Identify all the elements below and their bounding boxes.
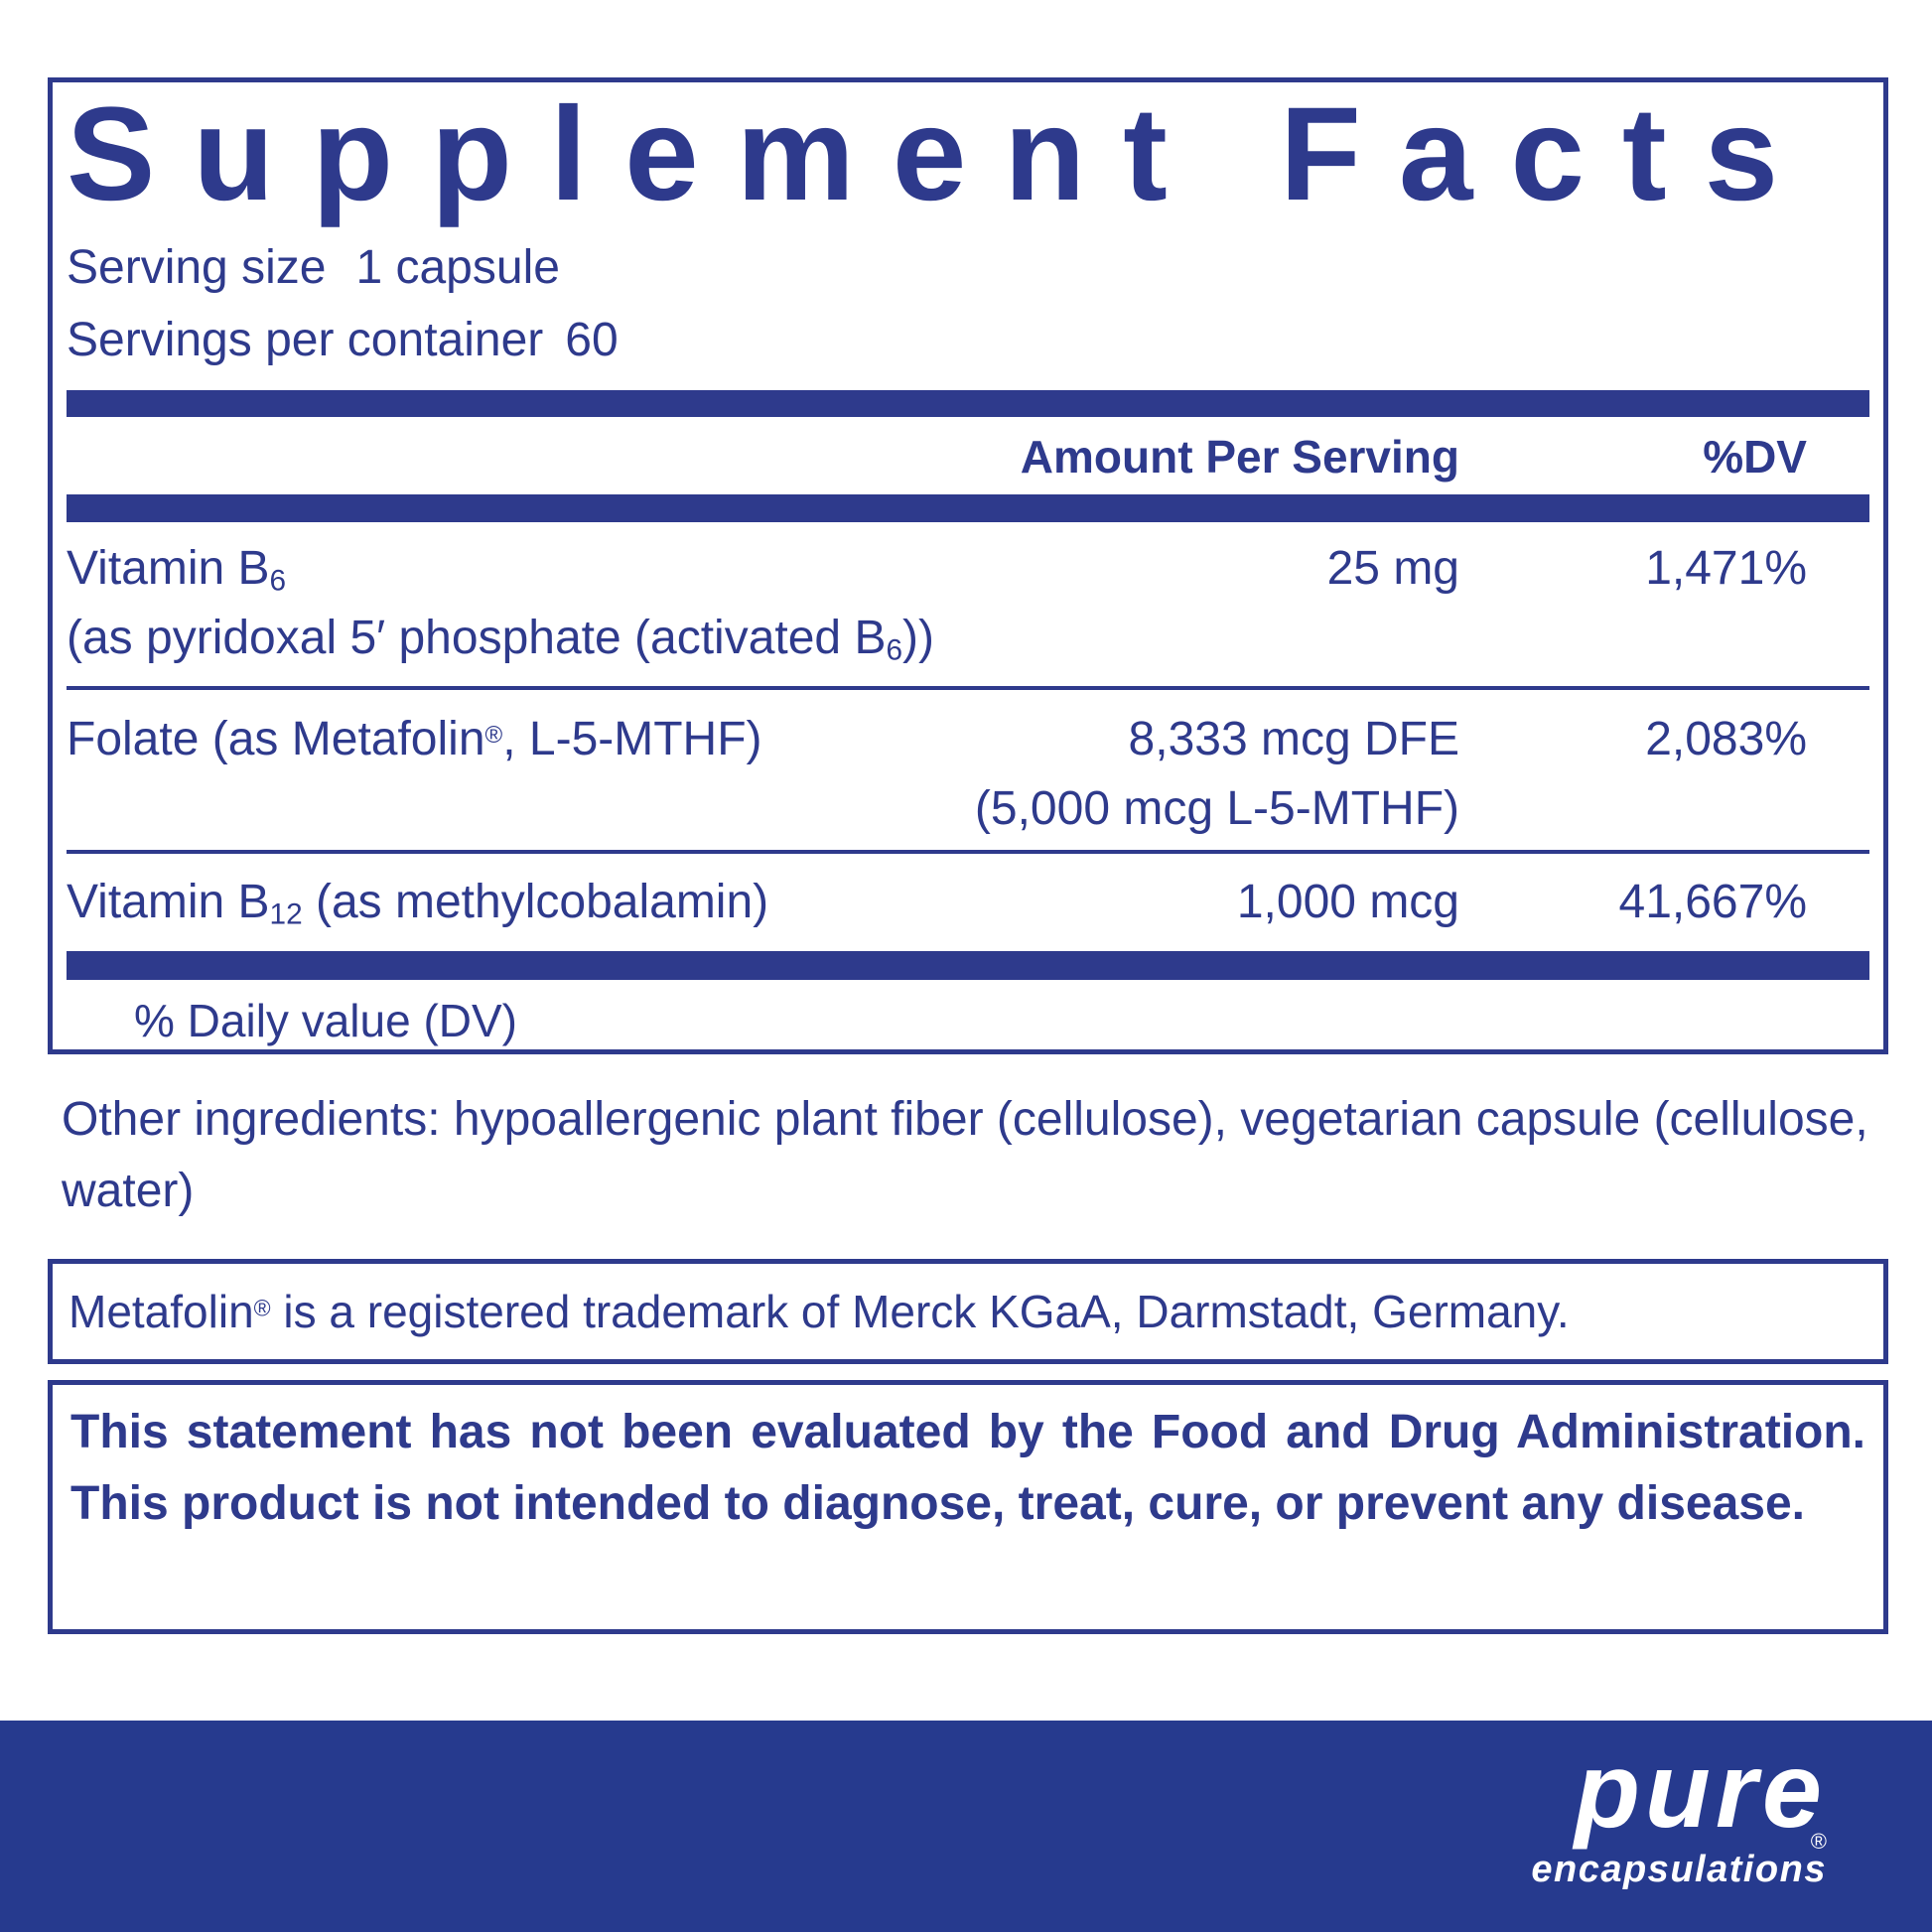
amount-per-serving-header: Amount Per Serving (1020, 431, 1459, 483)
table-header-row: Amount Per Serving %DV (67, 425, 1869, 488)
vitamin-b12-main-line: Vitamin B12 (as methylcobalamin) 1,000 m… (67, 868, 1869, 937)
fda-disclaimer-box: This statement has not been evaluated by… (48, 1380, 1888, 1634)
table-row-folate: Folate (as Metafolin®, L-5-MTHF) 8,333 m… (67, 705, 1869, 844)
divider-bar-bottom (67, 951, 1869, 980)
vitamin-b6-amount: 25 mg (1326, 542, 1459, 595)
folate-name: Folate (as Metafolin®, L-5-MTHF) (67, 713, 762, 765)
trademark-note-box: Metafolin® is a registered trademark of … (48, 1259, 1888, 1364)
serving-size-value: 1 capsule (355, 241, 560, 294)
vitamin-b12-name: Vitamin B12 (as methylcobalamin) (67, 876, 769, 931)
row-separator (67, 850, 1869, 854)
folate-main-line: Folate (as Metafolin®, L-5-MTHF) 8,333 m… (67, 705, 1869, 774)
servings-per-container-value: 60 (565, 314, 619, 366)
trademark-note-text: Metafolin® is a registered trademark of … (69, 1286, 1570, 1337)
supplement-facts-panel: Supplement Facts Serving size 1 capsule S… (48, 77, 1888, 1054)
table-row-vitamin-b12: Vitamin B12 (as methylcobalamin) 1,000 m… (67, 868, 1869, 937)
vitamin-b6-name: Vitamin B6 (67, 542, 287, 598)
logo-brand-name: pure (1574, 1729, 1827, 1850)
divider-bar-top (67, 390, 1869, 417)
folate-dv: 2,083% (1645, 713, 1807, 765)
servings-per-container-line: Servings per container 60 (67, 304, 1869, 376)
spacer (67, 937, 1869, 951)
table-row-vitamin-b6: Vitamin B6 25 mg 1,471% (as pyridoxal 5′… (67, 534, 1869, 673)
daily-value-footnote: % Daily value (DV) (134, 995, 517, 1046)
folate-amount-detail: (5,000 mcg L-5-MTHF) (974, 782, 1459, 835)
brand-band: pure ® encapsulations (0, 1721, 1932, 1932)
logo-brand-subname: encapsulations (1531, 1849, 1827, 1890)
dv-header: %DV (1703, 431, 1807, 483)
pure-encapsulations-logo: pure ® encapsulations (1531, 1729, 1827, 1890)
folate-amount: 8,333 mcg DFE (1128, 713, 1459, 765)
divider-bar-header (67, 494, 1869, 522)
vitamin-b6-dv: 1,471% (1645, 542, 1807, 595)
serving-size-label: Serving size (67, 241, 327, 294)
serving-info: Serving size 1 capsule Servings per conta… (67, 231, 1869, 376)
other-ingredients-text: Other ingredients: hypoallergenic plant … (62, 1093, 1868, 1217)
fda-disclaimer-text: This statement has not been evaluated by… (70, 1406, 1865, 1530)
panel-title: Supplement Facts (67, 80, 1817, 228)
row-separator (67, 686, 1869, 690)
folate-amount-detail-line: (5,000 mcg L-5-MTHF) (67, 774, 1869, 844)
servings-per-container-label: Servings per container (67, 314, 544, 366)
vitamin-b12-dv: 41,667% (1618, 876, 1808, 928)
serving-size-line: Serving size 1 capsule (67, 231, 1869, 304)
vitamin-b6-main-line: Vitamin B6 25 mg 1,471% (67, 534, 1869, 604)
vitamin-b6-source-line: (as pyridoxal 5′ phosphate (activated B6… (67, 612, 934, 667)
registered-trademark-icon: ® (1810, 1829, 1827, 1854)
vitamin-b12-amount: 1,000 mcg (1236, 876, 1459, 928)
